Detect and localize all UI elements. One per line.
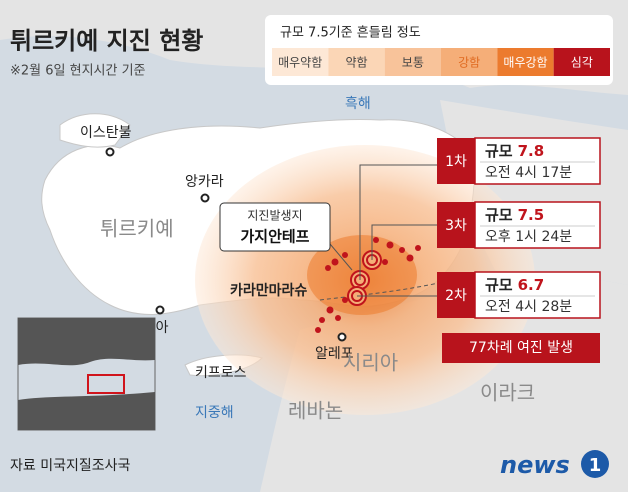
quake-info-box (474, 201, 601, 249)
place-label: 이스탄불 (80, 125, 132, 141)
legend-label: 강함 (458, 56, 480, 70)
aftershock-dot (342, 297, 348, 303)
aftershock-dot (335, 315, 341, 321)
legend-swatch (272, 48, 329, 76)
aftershock-dot (319, 317, 325, 323)
quake-label: 규모 (485, 276, 513, 294)
country-label: 시리아 (343, 351, 398, 375)
aftershock-dot (325, 265, 331, 271)
quake-order-box (437, 202, 475, 248)
logo-word: news (500, 451, 570, 479)
quake-magnitude: 7.8 (518, 142, 545, 160)
legend-swatch (384, 48, 441, 76)
legend-label: 매우강함 (503, 56, 547, 70)
aftershock-box (442, 333, 600, 363)
epicenter-name: 가지안테프 (240, 228, 309, 246)
city-dot (337, 332, 347, 342)
quake-magnitude-line: 규모 7.5 (485, 206, 544, 224)
aftershock-dot (342, 252, 348, 258)
legend-title: 규모 7.5기준 흔들림 정도 (280, 26, 421, 41)
legend-label: 약함 (345, 55, 367, 70)
legend-label: 보통 (402, 56, 424, 70)
quake-magnitude: 7.5 (518, 206, 545, 224)
inset-land (18, 392, 155, 430)
quake-time: 오후 1시 24분 (485, 229, 572, 245)
aftershock-dot (315, 327, 321, 333)
quake-time: 오전 4시 17분 (485, 165, 572, 181)
quake-order-box (437, 138, 475, 184)
inset-map (17, 317, 156, 431)
place-label: 흑해 (345, 95, 371, 112)
quake-info-box (474, 137, 601, 185)
place-label: 카라만마라슈 (230, 283, 307, 299)
city-dot (155, 305, 165, 315)
quake-label: 규모 (485, 206, 513, 224)
legend-swatch (497, 48, 554, 76)
aftershock-text: 77차례 여진 발생 (469, 340, 573, 356)
leader-line (371, 224, 437, 260)
place-label: 지중해 (195, 405, 234, 421)
title: 튀르키예 지진 현황 (10, 27, 203, 55)
legend-swatch (328, 48, 385, 76)
legend-label: 심각 (571, 56, 593, 70)
inset-highlight (87, 374, 125, 394)
aftershock-dot (399, 247, 405, 253)
aftershock-dot (331, 258, 339, 266)
place-label: 키프로스 (195, 365, 247, 381)
logo-circle (581, 450, 609, 478)
aftershock-dot (415, 245, 421, 251)
leader-line (359, 164, 437, 280)
quake-order-box (437, 272, 475, 318)
europe-land (59, 113, 131, 148)
subtitle: ※2월 6일 현지시간 기준 (10, 64, 146, 79)
city-dots (105, 147, 347, 342)
aftershock-dot (406, 254, 414, 262)
quake-time: 오전 4시 28분 (485, 299, 572, 315)
place-label: 앙카라 (185, 174, 224, 190)
legend-swatch (441, 48, 498, 76)
place-label: 알레포 (315, 346, 354, 362)
epicenter-callout (219, 202, 331, 252)
country-label: 레바논 (288, 399, 343, 423)
quake-order: 3차 (445, 218, 467, 234)
logo-mark: 1 (589, 455, 602, 476)
aftershock-dot (386, 241, 394, 249)
aftershock-dot (382, 259, 388, 265)
country-label: 이라크 (480, 381, 535, 405)
quake-info-box (474, 271, 601, 319)
city-dot (105, 147, 115, 157)
source: 자료 미국지질조사국 (10, 458, 130, 474)
aftershock-dots (315, 237, 421, 333)
city-dot (200, 193, 210, 203)
legend-label: 매우약함 (278, 55, 322, 70)
aftershock-dot (326, 306, 334, 314)
country-label: 튀르키예 (100, 217, 174, 241)
quake-order: 1차 (445, 154, 467, 170)
quake-magnitude-line: 규모 7.8 (485, 142, 544, 160)
quake-magnitude-line: 규모 6.7 (485, 276, 544, 294)
epicenter-caption: 지진발생지 (247, 209, 302, 223)
legend-swatch (553, 48, 610, 76)
quake-order: 2차 (445, 288, 467, 304)
quake-magnitude: 6.7 (518, 276, 545, 294)
legend: 규모 7.5기준 흔들림 정도 매우약함 약함 보통 강함 매우강함 심각 (265, 15, 613, 85)
quake-label: 규모 (485, 142, 513, 160)
inset-land (18, 318, 155, 366)
aftershock-dot (373, 237, 379, 243)
